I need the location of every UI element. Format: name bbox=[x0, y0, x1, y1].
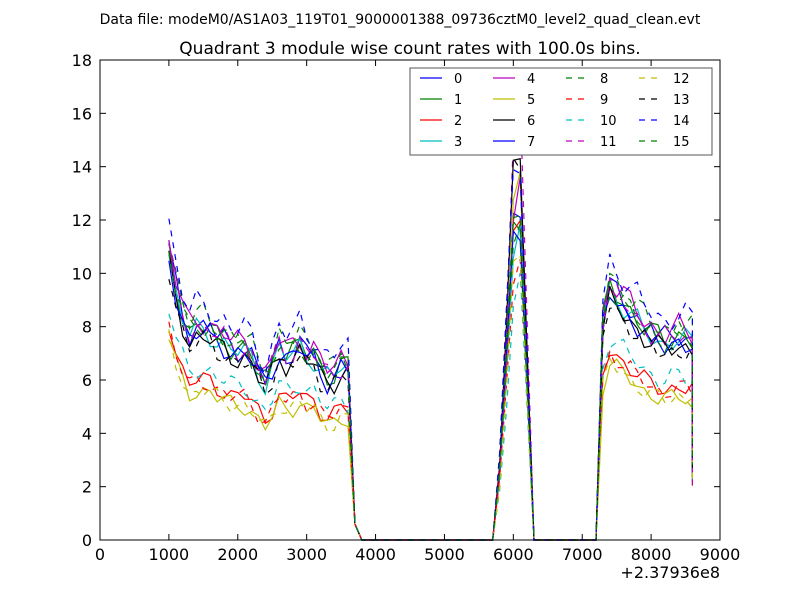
x-tick-label: 3000 bbox=[286, 545, 327, 564]
legend-label: 8 bbox=[600, 72, 608, 87]
legend-label: 14 bbox=[673, 114, 690, 129]
legend-label: 12 bbox=[673, 72, 690, 87]
series-line-1 bbox=[168, 219, 693, 541]
x-tick-label: 4000 bbox=[355, 545, 396, 564]
legend-label: 4 bbox=[527, 72, 535, 87]
y-tick-label: 2 bbox=[82, 478, 92, 497]
x-tick-label: 9000 bbox=[700, 545, 741, 564]
y-tick-label: 18 bbox=[72, 51, 92, 70]
x-axis-offset-label: +2.37936e8 bbox=[620, 563, 720, 582]
series-line-15 bbox=[168, 223, 693, 541]
series-line-14 bbox=[168, 168, 693, 541]
legend-label: 0 bbox=[454, 72, 462, 87]
x-tick-label: 2000 bbox=[217, 545, 258, 564]
x-axis: 0 1000 2000 3000 4000 5000 6000 7000 8000 9000 bbox=[95, 60, 740, 564]
series-line-7 bbox=[168, 229, 693, 541]
y-tick-label: 8 bbox=[82, 318, 92, 337]
legend-label: 1 bbox=[454, 93, 462, 108]
series-line-3 bbox=[168, 223, 693, 541]
x-tick-label: 5000 bbox=[424, 545, 465, 564]
plot-frame bbox=[99, 59, 721, 541]
series-line-2 bbox=[168, 218, 693, 541]
series-line-8 bbox=[168, 214, 693, 541]
y-tick-label: 0 bbox=[82, 531, 92, 550]
y-tick-label: 10 bbox=[72, 264, 92, 283]
legend-label: 11 bbox=[600, 135, 617, 150]
x-tick-label: 7000 bbox=[562, 545, 603, 564]
y-tick-label: 6 bbox=[82, 371, 92, 390]
y-tick-label: 16 bbox=[72, 104, 92, 123]
legend-label: 10 bbox=[600, 114, 617, 129]
plot-lines bbox=[168, 100, 693, 541]
y-tick-label: 14 bbox=[72, 158, 92, 177]
legend-label: 13 bbox=[673, 93, 690, 108]
legend-label: 2 bbox=[454, 114, 462, 129]
legend-label: 9 bbox=[600, 93, 608, 108]
y-tick-label: 12 bbox=[72, 211, 92, 230]
series-line-13 bbox=[168, 156, 693, 541]
legend-label: 7 bbox=[527, 135, 535, 150]
y-tick-label: 4 bbox=[82, 424, 92, 443]
series-line-5 bbox=[168, 172, 693, 541]
x-tick-label: 1000 bbox=[149, 545, 190, 564]
series-line-9 bbox=[168, 259, 693, 541]
legend-label: 15 bbox=[673, 135, 690, 150]
legend-label: 6 bbox=[527, 114, 535, 129]
series-line-11 bbox=[168, 100, 693, 541]
x-tick-label: 8000 bbox=[631, 545, 672, 564]
x-tick-label: 0 bbox=[95, 545, 105, 564]
legend-label: 5 bbox=[527, 93, 535, 108]
legend-label: 3 bbox=[454, 135, 462, 150]
chart-supertitle: Data file: modeM0/AS1A03_119T01_90000013… bbox=[100, 12, 701, 28]
legend-box bbox=[409, 67, 713, 156]
chart-title: Quadrant 3 module wise count rates with … bbox=[179, 39, 640, 59]
x-tick-label: 6000 bbox=[493, 545, 534, 564]
series-line-10 bbox=[168, 272, 693, 541]
series-line-12 bbox=[168, 253, 693, 541]
series-line-0 bbox=[168, 212, 693, 541]
